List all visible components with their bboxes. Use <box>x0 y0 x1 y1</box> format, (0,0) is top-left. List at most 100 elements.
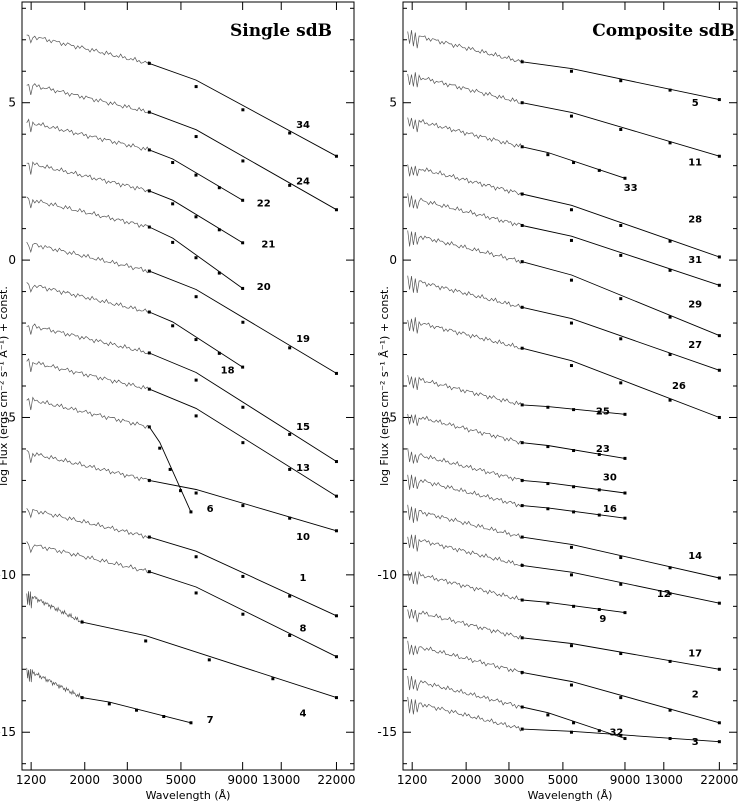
photometry-point <box>217 351 221 355</box>
photometry-point <box>241 441 245 445</box>
photometry-point <box>194 338 198 342</box>
uv-spectrum <box>407 193 523 227</box>
uv-spectrum <box>26 34 150 64</box>
photometry-point <box>241 108 245 112</box>
photometry-point <box>623 516 627 520</box>
photometry-point <box>171 324 175 328</box>
uv-spectrum <box>26 541 150 574</box>
photometry-point <box>334 494 338 498</box>
photometry-point <box>217 228 221 232</box>
uv-spectrum <box>407 696 523 732</box>
photometry-point <box>147 570 151 574</box>
star-label: 13 <box>296 463 310 474</box>
photometry-point <box>597 168 601 172</box>
photometry-point <box>717 154 721 158</box>
photometry-point <box>572 161 576 165</box>
star-label: 22 <box>257 199 271 210</box>
uv-spectrum <box>26 323 150 354</box>
photometry-point <box>668 737 672 741</box>
photometry-point <box>619 223 623 227</box>
uv-spectrum <box>26 161 150 193</box>
panel-composite-sdb: 1200 2000 3000 5000 9000 13000 22000 5 0 -5 -10 -15… <box>377 1 738 802</box>
photometry-point <box>597 513 601 517</box>
photometry-point <box>668 315 672 319</box>
photometry-point <box>288 516 292 520</box>
photometry-point <box>569 114 573 118</box>
photometry-point <box>334 208 338 212</box>
photometry-point <box>189 510 193 514</box>
photometry-point <box>569 278 573 282</box>
photometry-point <box>194 215 198 219</box>
star-label: 32 <box>609 727 623 738</box>
photometry-point <box>147 387 151 391</box>
star-label: 4 <box>300 708 307 719</box>
uv-spectrum <box>407 30 523 63</box>
photometry-point <box>668 659 672 663</box>
photometry-point <box>194 256 198 260</box>
uv-spectrum <box>26 449 150 483</box>
photometry-point <box>520 145 524 149</box>
uv-spectrum <box>26 357 150 391</box>
star-label: 29 <box>688 299 702 310</box>
photometry-point <box>717 601 721 605</box>
photometry-point <box>619 297 623 301</box>
x-tick-label: 22000 <box>700 773 738 787</box>
photometry-point <box>520 705 524 709</box>
photometry-point <box>520 504 524 508</box>
star-label: 30 <box>603 472 617 483</box>
uv-spectrum <box>407 413 523 445</box>
y-tick-label: -5 <box>385 410 397 424</box>
photometry-point <box>520 346 524 350</box>
photometry-point <box>520 636 524 640</box>
photometry-point <box>241 574 245 578</box>
photometry-point <box>288 131 292 135</box>
photometry-point <box>717 334 721 338</box>
sed-curve <box>522 261 720 337</box>
uv-spectrum <box>407 609 523 640</box>
photometry-point <box>619 652 623 656</box>
sed-curve <box>149 388 337 497</box>
photometry-point <box>271 677 275 681</box>
photometry-point <box>569 364 573 368</box>
photometry-point <box>194 173 198 177</box>
x-tick-label: 3000 <box>494 773 525 787</box>
uv-spectrum <box>407 504 523 539</box>
uv-spectrum <box>407 534 523 566</box>
star-label: 3 <box>692 737 699 748</box>
photometry-point <box>189 721 193 725</box>
star-label: 34 <box>296 120 310 131</box>
photometry-point <box>668 268 672 272</box>
photometry-point <box>520 260 524 264</box>
photometry-point <box>241 286 245 290</box>
uv-spectrum <box>26 396 150 429</box>
panel-single-sdb: 1200 2000 3000 5000 9000 13000 22000 5 0 -5 -10 -15… <box>0 1 356 802</box>
uv-spectrum <box>407 117 523 148</box>
photometry-point <box>569 573 573 577</box>
photometry-point <box>572 485 576 489</box>
star-label: 25 <box>596 406 610 417</box>
photometry-point <box>520 60 524 64</box>
photometry-point <box>717 283 721 287</box>
star-label: 21 <box>261 240 275 251</box>
y-axis-label: log Flux (ergs cm⁻² s⁻¹ Å⁻¹) + const. <box>0 286 10 486</box>
photometry-point <box>668 239 672 243</box>
photometry-point <box>619 381 623 385</box>
photometry-point <box>520 478 524 482</box>
photometry-point <box>241 320 245 324</box>
star-label: 18 <box>221 365 235 376</box>
photometry-point <box>619 696 623 700</box>
x-tick-label: 13000 <box>262 773 300 787</box>
photometry-point <box>569 644 573 648</box>
photometry-point <box>147 478 151 482</box>
photometry-point <box>162 714 166 718</box>
photometry-point <box>572 510 576 514</box>
photometry-point <box>147 110 151 114</box>
photometry-point <box>179 489 183 493</box>
photometry-point <box>334 529 338 533</box>
uv-spectrum <box>407 375 523 407</box>
photometry-point <box>334 696 338 700</box>
uv-spectrum <box>407 72 523 104</box>
x-tick-label: 1200 <box>16 773 47 787</box>
photometry-point <box>288 432 292 436</box>
photometry-point <box>147 269 151 273</box>
